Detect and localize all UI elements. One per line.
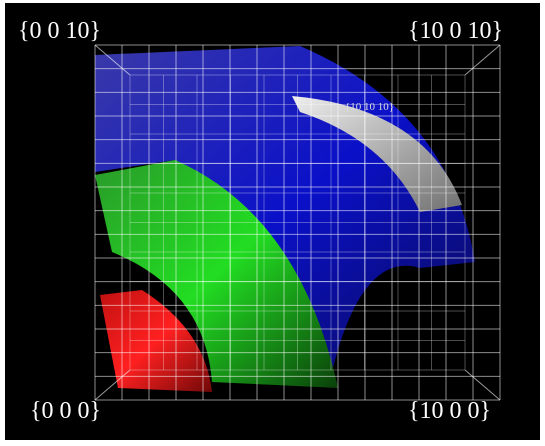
corner-label: {0 0 10} xyxy=(18,18,101,44)
inner-label: {10 10 10} xyxy=(345,101,394,113)
corner-label: {10 0 0} xyxy=(408,398,491,424)
grid-line xyxy=(464,369,501,401)
green-surface xyxy=(95,160,338,388)
grid xyxy=(94,44,501,401)
grid-line xyxy=(94,44,131,76)
red-surface xyxy=(100,290,212,392)
corner-label: {10 0 10} xyxy=(408,18,503,44)
grid-line xyxy=(464,44,501,76)
grid-line xyxy=(94,369,131,401)
corner-label: {0 0 0} xyxy=(30,398,101,424)
